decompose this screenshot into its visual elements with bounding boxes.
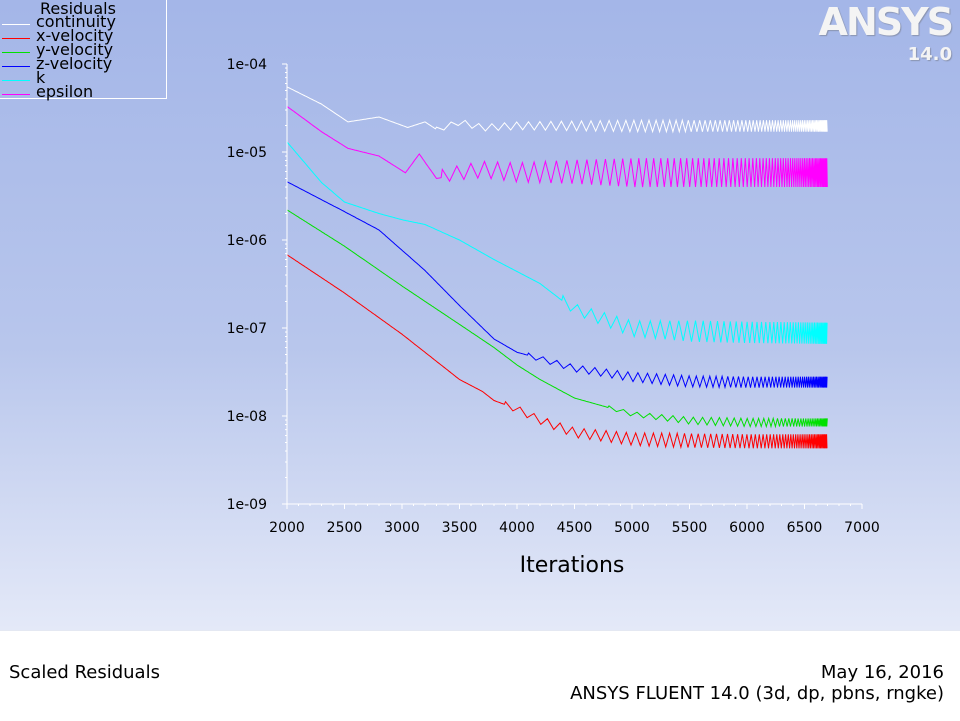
legend-label: epsilon: [36, 82, 94, 101]
y-tick-label: 1e-06: [227, 233, 267, 249]
x-tick-label: 7000: [844, 520, 880, 536]
y-tick-label: 1e-09: [227, 497, 267, 513]
legend-label: x-velocity: [36, 26, 114, 45]
x-tick-label: 2000: [269, 520, 305, 536]
x-axis-title: Iterations: [520, 553, 625, 578]
legend-swatch: [2, 38, 30, 39]
series-line-x-velocity: [286, 254, 828, 450]
legend-label: continuity: [36, 12, 116, 31]
series-line-z-velocity: [286, 181, 828, 390]
series-line-y-velocity: [286, 209, 828, 429]
y-tick-label: 1e-05: [227, 145, 267, 161]
y-tick-label: 1e-07: [227, 321, 267, 337]
series-line-k: [286, 141, 828, 344]
legend-swatch: [2, 52, 30, 53]
plot-title: Scaled Residuals: [9, 662, 160, 683]
legend-swatch: [2, 80, 30, 81]
legend-title: Residuals: [40, 0, 116, 18]
x-tick-label: 5000: [614, 520, 650, 536]
logo-text: ANSYS: [818, 0, 954, 44]
solver-info: ANSYS FLUENT 14.0 (3d, dp, pbns, rngke): [570, 683, 944, 704]
legend: Residuals continuity x-velocity y-velocity…: [0, 0, 167, 101]
residuals-chart: 2000 2500 3000 3500 4000 4500 5000 5500 6000 6500…: [227, 57, 880, 578]
legend-swatch: [2, 94, 30, 95]
x-tick-label: 3000: [384, 520, 420, 536]
legend-label: y-velocity: [36, 40, 114, 59]
x-tick-label: 5500: [672, 520, 708, 536]
y-tick-label: 1e-08: [227, 409, 267, 425]
x-tick-label: 6000: [729, 520, 765, 536]
x-tick-label: 4000: [499, 520, 535, 536]
plot-date: May 16, 2016: [820, 662, 944, 683]
legend-swatch: [2, 24, 30, 25]
y-tick-label: 1e-04: [227, 57, 267, 73]
logo-version: 14.0: [907, 44, 952, 65]
x-tick-label: 4500: [557, 520, 593, 536]
legend-label: z-velocity: [36, 54, 113, 73]
x-tick-label: 2500: [327, 520, 363, 536]
series-line-epsilon: [286, 105, 828, 188]
ansys-logo: ANSYS 14.0: [812, 0, 960, 72]
series-line-continuity: [286, 86, 828, 134]
x-tick-label: 3500: [442, 520, 478, 536]
legend-swatch: [2, 66, 30, 67]
x-tick-label: 6500: [787, 520, 823, 536]
footer-info-bar: Scaled Residuals May 16, 2016 ANSYS FLUE…: [0, 630, 960, 721]
plot-area: 2000 2500 3000 3500 4000 4500 5000 5500 6000 6500…: [0, 0, 960, 630]
legend-label: k: [36, 68, 46, 87]
